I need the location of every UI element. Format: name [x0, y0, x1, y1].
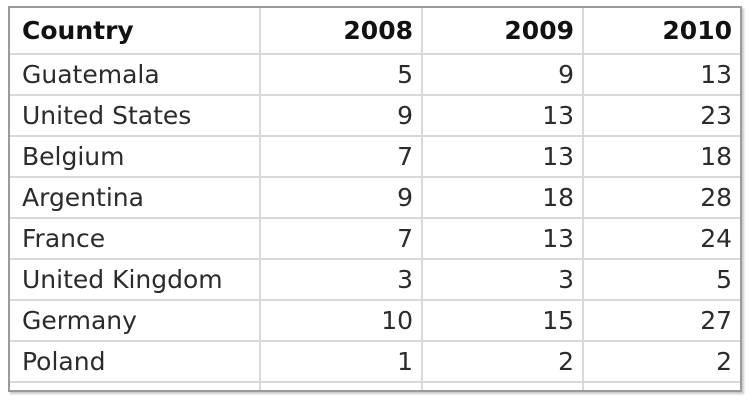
value-2009-cell: 13 — [422, 136, 584, 178]
country-cell: United Kingdom — [10, 259, 261, 301]
country-cell: Germany — [10, 300, 261, 342]
empty-cell — [583, 382, 740, 390]
country-cell: United States — [10, 95, 261, 137]
table-row: France 7 13 24 — [10, 218, 740, 260]
value-2008-cell: 7 — [260, 218, 423, 260]
header-2009: 2009 — [422, 8, 584, 55]
value-2008-cell: 9 — [260, 95, 423, 137]
value-2008-cell: 3 — [260, 259, 423, 301]
value-2010-cell: 24 — [583, 218, 740, 260]
header-country: Country — [10, 8, 261, 55]
table-row: Argentina 9 18 28 — [10, 177, 740, 219]
empty-cell — [422, 382, 584, 390]
value-2009-cell: 9 — [422, 54, 584, 96]
value-2009-cell: 13 — [422, 218, 584, 260]
table-row: United States 9 13 23 — [10, 95, 740, 137]
value-2008-cell: 7 — [260, 136, 423, 178]
empty-cell — [260, 382, 423, 390]
value-2009-cell: 15 — [422, 300, 584, 342]
value-2009-cell: 18 — [422, 177, 584, 219]
country-cell: Belgium — [10, 136, 261, 178]
country-cell: France — [10, 218, 261, 260]
country-cell: Guatemala — [10, 54, 261, 96]
value-2009-cell: 13 — [422, 95, 584, 137]
table-row: Poland 1 2 2 — [10, 341, 740, 383]
value-2008-cell: 9 — [260, 177, 423, 219]
empty-row — [10, 382, 740, 390]
value-2010-cell: 2 — [583, 341, 740, 383]
value-2010-cell: 13 — [583, 54, 740, 96]
header-row: Country 2008 2009 2010 — [10, 8, 740, 55]
value-2008-cell: 1 — [260, 341, 423, 383]
value-2008-cell: 5 — [260, 54, 423, 96]
header-2008: 2008 — [260, 8, 423, 55]
value-2009-cell: 3 — [422, 259, 584, 301]
value-2010-cell: 28 — [583, 177, 740, 219]
value-2009-cell: 2 — [422, 341, 584, 383]
country-cell: Poland — [10, 341, 261, 383]
country-cell: Argentina — [10, 177, 261, 219]
value-2010-cell: 23 — [583, 95, 740, 137]
table-row: Germany 10 15 27 — [10, 300, 740, 342]
value-2010-cell: 5 — [583, 259, 740, 301]
header-2010: 2010 — [583, 8, 740, 55]
table-row: Belgium 7 13 18 — [10, 136, 740, 178]
empty-cell — [10, 382, 261, 390]
table-row: United Kingdom 3 3 5 — [10, 259, 740, 301]
value-2008-cell: 10 — [260, 300, 423, 342]
value-2010-cell: 18 — [583, 136, 740, 178]
table-frame: Country 2008 2009 2010 Guatemala 5 9 13 … — [8, 6, 742, 392]
table-row: Guatemala 5 9 13 — [10, 54, 740, 96]
data-table: Country 2008 2009 2010 Guatemala 5 9 13 … — [10, 8, 740, 390]
value-2010-cell: 27 — [583, 300, 740, 342]
